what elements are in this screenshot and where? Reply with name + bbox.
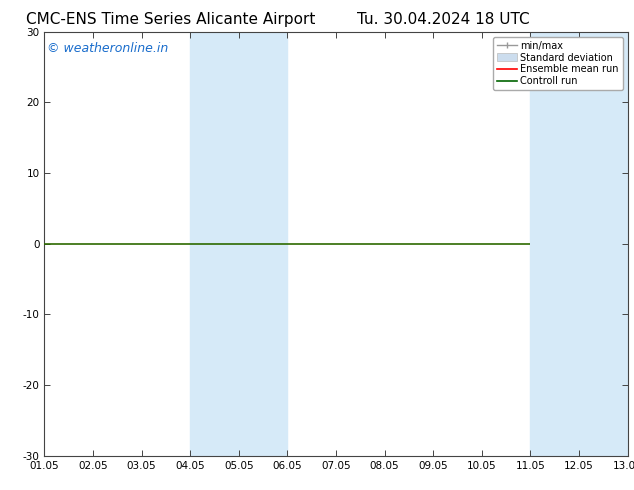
Text: CMC-ENS Time Series Alicante Airport: CMC-ENS Time Series Alicante Airport (27, 12, 316, 27)
Bar (190, 32, 287, 456)
Text: © weatheronline.in: © weatheronline.in (48, 43, 169, 55)
Bar (531, 32, 628, 456)
Legend: min/max, Standard deviation, Ensemble mean run, Controll run: min/max, Standard deviation, Ensemble me… (493, 37, 623, 90)
Text: Tu. 30.04.2024 18 UTC: Tu. 30.04.2024 18 UTC (358, 12, 530, 27)
